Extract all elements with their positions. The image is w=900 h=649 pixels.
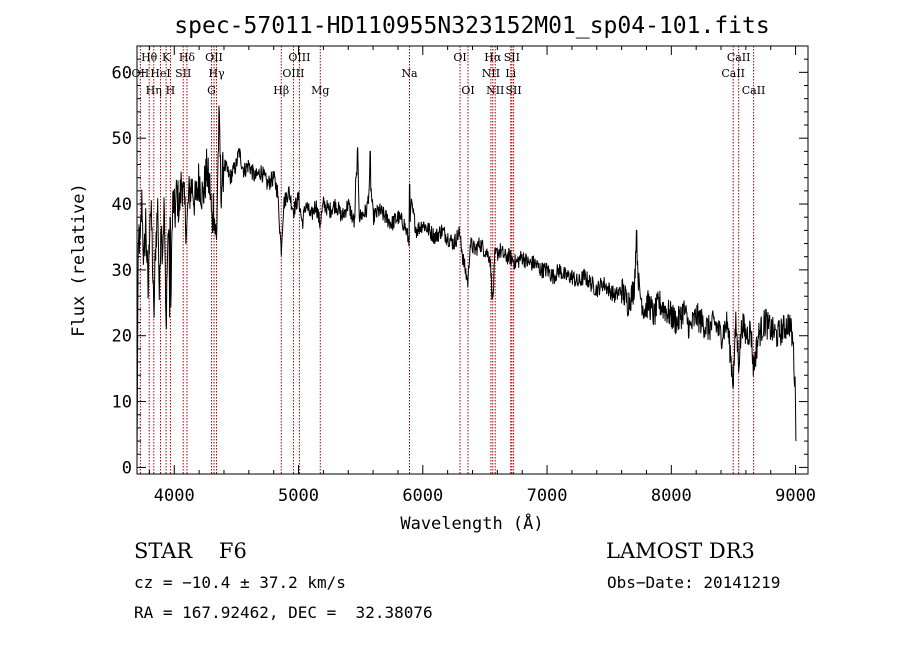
spectral-line-label: CaII <box>727 51 751 64</box>
spectral-line-label: Hδ <box>179 51 196 64</box>
y-tick-label: 50 <box>112 129 132 149</box>
y-axis-label: Flux (relative) <box>69 183 89 337</box>
spectral-line-label: Hη <box>146 84 162 97</box>
x-tick-label: 5000 <box>278 486 319 506</box>
spectral-line-label: OI <box>461 84 474 97</box>
object-class: STAR F6 <box>134 539 247 563</box>
x-tick-label: 4000 <box>154 486 195 506</box>
spectrum-series-line <box>136 105 797 461</box>
x-tick-label: 8000 <box>651 486 692 506</box>
y-tick-label: 40 <box>112 195 132 215</box>
spectral-line-label: NII <box>482 67 500 80</box>
ra-dec: RA = 167.92462, DEC = 32.38076 <box>134 603 433 622</box>
y-tick-label: 60 <box>112 63 132 83</box>
y-tick-label: 20 <box>112 327 132 347</box>
spectral-line-label: Hθ <box>141 51 158 64</box>
chart-title: spec-57011-HD110955N323152M01_sp04-101.f… <box>174 13 769 39</box>
spectrum-chart: spec-57011-HD110955N323152M01_sp04-101.f… <box>69 13 816 534</box>
spectral-line-label: H <box>166 84 176 97</box>
spectral-line-label: CaII <box>721 67 745 80</box>
spectral-line-label: SII <box>504 51 520 64</box>
spectral-line-labels: OII Hθ Hη HeI K H SII Hδ G OII Hγ Hβ OIII OIII Mg Na OI O… <box>131 51 765 97</box>
spectral-line-label: K <box>162 51 171 64</box>
spectral-line-label: SII <box>506 84 522 97</box>
spectral-line-label: OI <box>453 51 466 64</box>
redshift-cz: cz = −10.4 ± 37.2 km/s <box>134 573 346 592</box>
spectral-line-label: SII <box>175 67 191 80</box>
y-axis-ticks: 0 10 20 30 40 50 60 <box>112 58 808 478</box>
obs-date: Obs−Date: 20141219 <box>607 573 781 592</box>
spectral-line-label: Na <box>401 67 418 80</box>
x-tick-label: 9000 <box>775 486 816 506</box>
spectral-line-label: OII <box>131 67 149 80</box>
x-axis-ticks: 4000 5000 6000 7000 8000 9000 <box>148 46 816 506</box>
x-tick-label: 6000 <box>402 486 443 506</box>
survey-name: LAMOST DR3 <box>606 539 755 563</box>
spectral-line-label: OIII <box>288 51 310 64</box>
y-tick-label: 10 <box>112 393 132 413</box>
y-tick-label: 0 <box>122 458 132 478</box>
spectral-line-label: Hβ <box>273 84 289 97</box>
spectral-line-label: CaII <box>742 84 766 97</box>
spectral-line-label: Mg <box>311 84 329 97</box>
spectral-line-label: Hα <box>484 51 502 64</box>
spectral-line-label: NII <box>486 84 504 97</box>
x-axis-label: Wavelength (Å) <box>400 512 543 534</box>
spectral-line-label: OIII <box>282 67 304 80</box>
spectral-line-label: OII <box>205 51 223 64</box>
spectral-line-markers <box>139 46 755 474</box>
y-tick-label: 30 <box>112 261 132 281</box>
spectral-line-label: G <box>207 84 216 97</box>
spectral-line-label: Hγ <box>208 67 225 80</box>
x-tick-label: 7000 <box>527 486 568 506</box>
spectral-line-label: HeI <box>150 67 170 80</box>
plot-frame <box>136 45 809 475</box>
spectral-line-label: Li <box>505 67 516 80</box>
